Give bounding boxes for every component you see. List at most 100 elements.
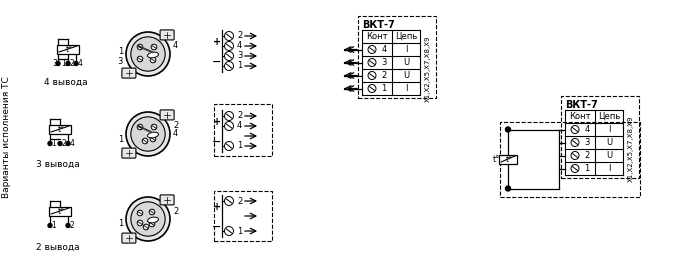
Circle shape	[224, 121, 233, 130]
Text: 2: 2	[62, 139, 66, 148]
Text: Конт: Конт	[366, 32, 388, 41]
Text: 3: 3	[237, 52, 243, 61]
Text: 2: 2	[381, 71, 387, 80]
FancyBboxPatch shape	[122, 233, 136, 243]
Text: I: I	[405, 84, 407, 93]
Circle shape	[151, 44, 157, 50]
Text: 2: 2	[173, 121, 178, 130]
Circle shape	[131, 37, 165, 71]
Circle shape	[137, 124, 143, 130]
Circle shape	[571, 164, 579, 173]
Text: 4 вывода: 4 вывода	[44, 78, 88, 87]
Text: Варианты исполнения ТС: Варианты исполнения ТС	[3, 76, 11, 198]
Bar	[57, 44, 79, 53]
Text: 3 вывода: 3 вывода	[36, 159, 80, 169]
Bar	[49, 124, 71, 133]
Text: t°: t°	[492, 155, 500, 164]
Text: I: I	[405, 45, 407, 54]
Circle shape	[126, 197, 170, 241]
Text: 2: 2	[237, 112, 242, 121]
Circle shape	[224, 32, 233, 41]
Circle shape	[137, 44, 143, 50]
Circle shape	[150, 57, 155, 63]
Circle shape	[224, 227, 233, 235]
Bar	[214, 104, 272, 156]
Circle shape	[368, 84, 376, 93]
Circle shape	[368, 45, 376, 53]
Circle shape	[131, 202, 165, 236]
Circle shape	[368, 59, 376, 67]
Text: 3: 3	[53, 59, 57, 68]
Circle shape	[149, 209, 155, 215]
Circle shape	[151, 124, 157, 130]
Circle shape	[224, 61, 233, 70]
Text: 3: 3	[118, 58, 123, 67]
Circle shape	[224, 141, 233, 150]
Text: +: +	[213, 37, 221, 47]
Text: 1: 1	[237, 61, 242, 70]
Circle shape	[143, 224, 149, 230]
Text: 2: 2	[237, 196, 242, 206]
Text: t°: t°	[506, 155, 512, 164]
Ellipse shape	[147, 217, 158, 223]
Circle shape	[66, 61, 70, 65]
Circle shape	[149, 221, 155, 227]
FancyBboxPatch shape	[122, 68, 136, 78]
Text: Цепь: Цепь	[598, 112, 620, 121]
Text: U: U	[606, 151, 612, 160]
Bar	[358, 16, 436, 98]
FancyBboxPatch shape	[160, 30, 174, 40]
Text: 4: 4	[237, 121, 242, 130]
Text: 3: 3	[584, 138, 589, 147]
Circle shape	[506, 186, 510, 191]
Circle shape	[224, 41, 233, 50]
Text: 2: 2	[173, 207, 178, 215]
Text: t°: t°	[57, 124, 64, 133]
Text: 2: 2	[70, 59, 74, 68]
Circle shape	[506, 127, 510, 132]
Text: −: −	[212, 222, 222, 232]
Text: 1: 1	[62, 59, 66, 68]
Text: U: U	[606, 138, 612, 147]
Bar	[561, 96, 639, 178]
Text: +: +	[213, 202, 221, 212]
FancyBboxPatch shape	[122, 148, 136, 158]
Circle shape	[224, 196, 233, 206]
Circle shape	[74, 61, 78, 65]
Text: 1: 1	[237, 141, 242, 150]
Text: X1,X2,X5,X7,X8,X9: X1,X2,X5,X7,X8,X9	[628, 116, 634, 182]
Circle shape	[571, 138, 579, 147]
Text: 1: 1	[118, 135, 123, 144]
Circle shape	[48, 224, 52, 227]
FancyBboxPatch shape	[160, 110, 174, 120]
Text: 1: 1	[584, 164, 589, 173]
Bar	[49, 207, 71, 215]
Text: 4: 4	[381, 45, 387, 54]
Text: 1: 1	[237, 227, 242, 235]
Text: U: U	[403, 58, 409, 67]
Bar	[214, 191, 272, 241]
Text: 4: 4	[70, 139, 74, 148]
Bar	[500, 121, 640, 196]
Text: 2 вывода: 2 вывода	[37, 242, 80, 252]
Text: t°: t°	[57, 207, 64, 215]
Text: 1: 1	[51, 139, 56, 148]
Text: −: −	[212, 57, 222, 67]
Text: ВКТ-7: ВКТ-7	[362, 19, 395, 30]
Circle shape	[368, 72, 376, 79]
Text: 1: 1	[118, 219, 123, 229]
Circle shape	[48, 141, 52, 145]
Text: X1,X2,X5,X7,X8,X9: X1,X2,X5,X7,X8,X9	[425, 36, 431, 102]
Text: Конт: Конт	[569, 112, 591, 121]
Ellipse shape	[147, 132, 158, 138]
Text: 4: 4	[584, 125, 589, 134]
Bar	[499, 155, 517, 164]
Circle shape	[571, 125, 579, 133]
Circle shape	[56, 61, 60, 65]
Circle shape	[142, 138, 148, 144]
Text: I: I	[608, 125, 610, 134]
Text: t°: t°	[66, 44, 72, 53]
Circle shape	[131, 117, 165, 151]
Circle shape	[571, 152, 579, 159]
Text: U: U	[403, 71, 409, 80]
